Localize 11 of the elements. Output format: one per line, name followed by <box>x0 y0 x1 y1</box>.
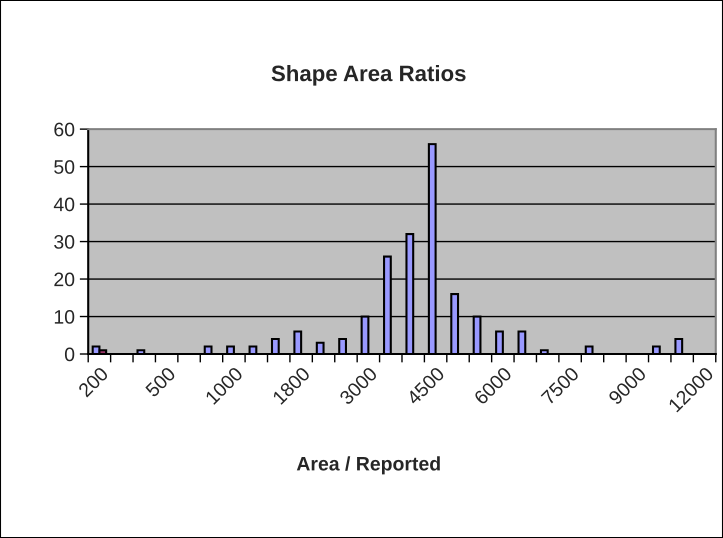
y-tick-label: 30 <box>54 235 74 249</box>
y-tick-label: 20 <box>54 272 74 286</box>
x-axis-title: Area / Reported <box>296 456 440 474</box>
x-tick-label: 200 <box>78 366 109 398</box>
y-tick-label: 40 <box>54 198 74 212</box>
y-tick-label: 0 <box>64 347 74 362</box>
y-tick-label: 10 <box>54 310 74 324</box>
y-tick-label: 50 <box>54 160 74 174</box>
y-tick-label: 60 <box>54 122 74 136</box>
chart-title: Shape Area Ratios <box>272 64 466 86</box>
x-tick-label: 500 <box>144 366 176 398</box>
